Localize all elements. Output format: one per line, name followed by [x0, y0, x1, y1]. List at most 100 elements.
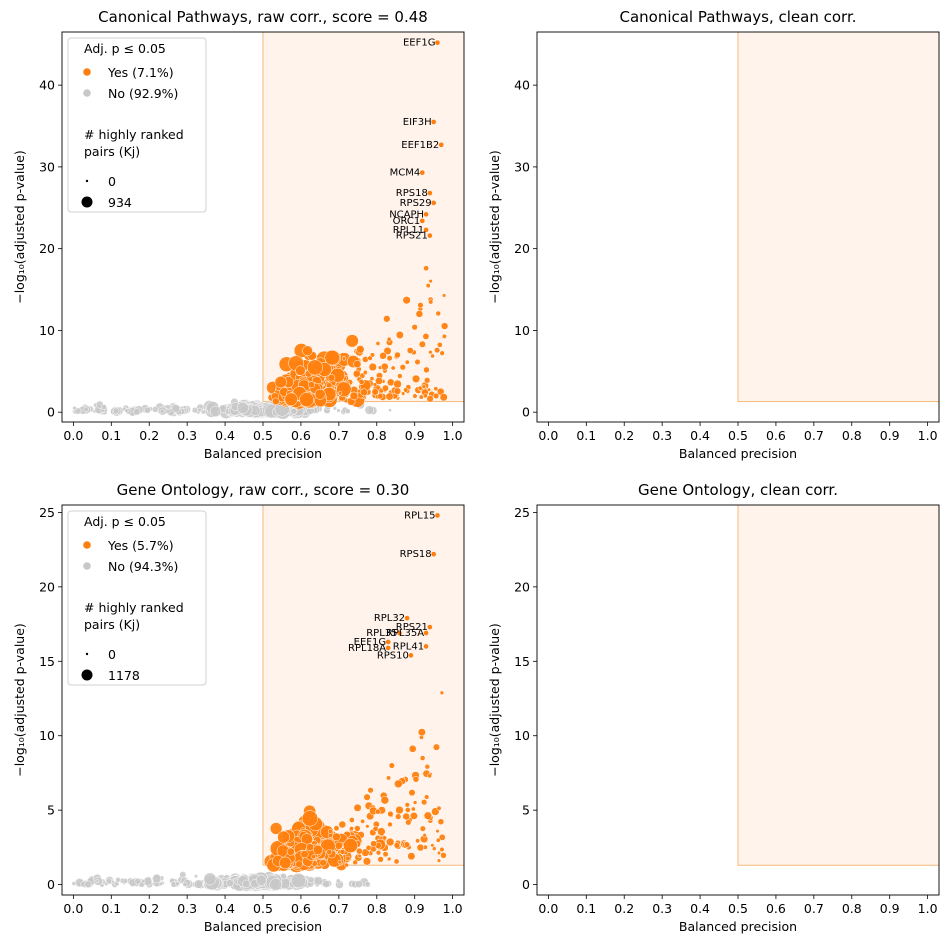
data-point	[301, 810, 319, 827]
data-point	[394, 351, 401, 359]
data-point	[358, 378, 365, 385]
legend-yes-label: Yes (7.1%)	[107, 65, 174, 80]
data-point	[95, 879, 100, 883]
gene-label: RPL35	[366, 628, 397, 639]
data-point	[411, 324, 418, 331]
data-point	[423, 811, 433, 820]
gene-label: RPL35A	[386, 628, 424, 639]
y-tick-label: 20	[514, 579, 530, 594]
x-tick-label: 0.9	[405, 901, 425, 916]
data-point	[385, 392, 394, 401]
y-tick-label: 20	[39, 579, 55, 594]
legend-yes-label: Yes (5.7%)	[107, 538, 174, 553]
x-tick-label: 0.3	[652, 428, 672, 443]
data-point	[402, 296, 411, 305]
data-point	[404, 802, 410, 808]
significance-region	[262, 505, 464, 866]
data-point	[324, 349, 340, 366]
gene-label: RPL11	[393, 225, 424, 236]
data-point	[352, 369, 361, 378]
data-point	[200, 409, 206, 415]
gene-label: RPS21	[396, 231, 428, 242]
y-tick-label: 10	[39, 323, 55, 338]
x-tick-label: 0.8	[367, 428, 387, 443]
data-point	[338, 820, 347, 829]
data-point	[372, 825, 379, 832]
data-point	[295, 860, 303, 869]
data-point	[152, 874, 162, 884]
data-point	[415, 838, 421, 844]
data-point	[332, 832, 341, 842]
gene-label: EEF1B2	[401, 140, 439, 151]
data-point	[387, 821, 393, 828]
annotated-point	[419, 218, 426, 224]
data-point	[84, 880, 92, 888]
x-tick-label: 0.5	[728, 428, 748, 443]
data-point	[355, 880, 363, 888]
data-point	[442, 293, 447, 298]
x-tick-label: 0.7	[804, 901, 824, 916]
annotated-point	[434, 512, 441, 519]
data-point	[339, 848, 346, 855]
data-point	[407, 852, 416, 861]
data-point	[307, 381, 315, 389]
data-point	[101, 404, 107, 410]
data-point	[432, 743, 440, 751]
data-point	[379, 352, 387, 360]
data-point	[344, 862, 350, 868]
data-point	[356, 847, 363, 855]
data-point	[191, 407, 199, 414]
x-axis-label: Balanced precision	[204, 446, 322, 461]
legend-size-max-label: 1178	[108, 668, 140, 683]
x-tick-label: 0.6	[766, 901, 786, 916]
data-point	[360, 388, 368, 397]
data-point	[307, 876, 315, 884]
annotated-point	[430, 200, 437, 206]
data-point	[280, 872, 287, 880]
significance-region	[737, 32, 939, 403]
data-point	[382, 384, 389, 392]
data-point	[374, 808, 381, 815]
data-point	[311, 854, 316, 860]
gene-label: EIF3H	[403, 117, 432, 128]
data-point	[241, 879, 251, 889]
y-tick-label: 0	[522, 405, 530, 420]
x-tick-label: 0.2	[614, 428, 634, 443]
data-point	[382, 835, 388, 841]
data-point	[404, 807, 411, 813]
data-point	[386, 856, 392, 862]
data-point	[306, 843, 315, 852]
annotated-point	[427, 232, 433, 239]
data-point	[335, 878, 341, 884]
gene-label: RPS29	[400, 198, 432, 209]
data-point	[300, 850, 309, 859]
data-point	[83, 406, 89, 413]
data-point	[404, 359, 410, 365]
data-point	[435, 837, 441, 843]
data-point	[399, 364, 406, 371]
data-point	[353, 803, 362, 812]
x-tick-label: 0.8	[842, 428, 862, 443]
data-point	[322, 880, 331, 888]
legend: Adj. p ≤ 0.05 Yes (5.7%) No (94.3%) # highl…	[67, 510, 207, 686]
data-point	[423, 366, 430, 374]
x-tick-label: 0.0	[63, 428, 83, 443]
data-point	[437, 818, 445, 826]
data-point	[388, 762, 395, 769]
data-point	[337, 391, 343, 396]
gene-label: RPL15	[404, 510, 435, 521]
x-tick-label: 0.6	[291, 901, 311, 916]
data-point	[269, 878, 282, 891]
data-point	[423, 393, 428, 399]
annotated-point	[427, 190, 433, 196]
data-point	[436, 850, 442, 856]
data-point	[354, 825, 361, 832]
gene-label: RPL41	[393, 641, 424, 652]
data-point	[439, 846, 445, 853]
data-point	[424, 764, 430, 770]
x-tick-label: 0.2	[139, 428, 159, 443]
data-point	[124, 408, 129, 413]
y-tick-label: 30	[514, 159, 530, 174]
x-tick-label: 0.1	[101, 901, 121, 916]
data-point	[431, 846, 437, 851]
